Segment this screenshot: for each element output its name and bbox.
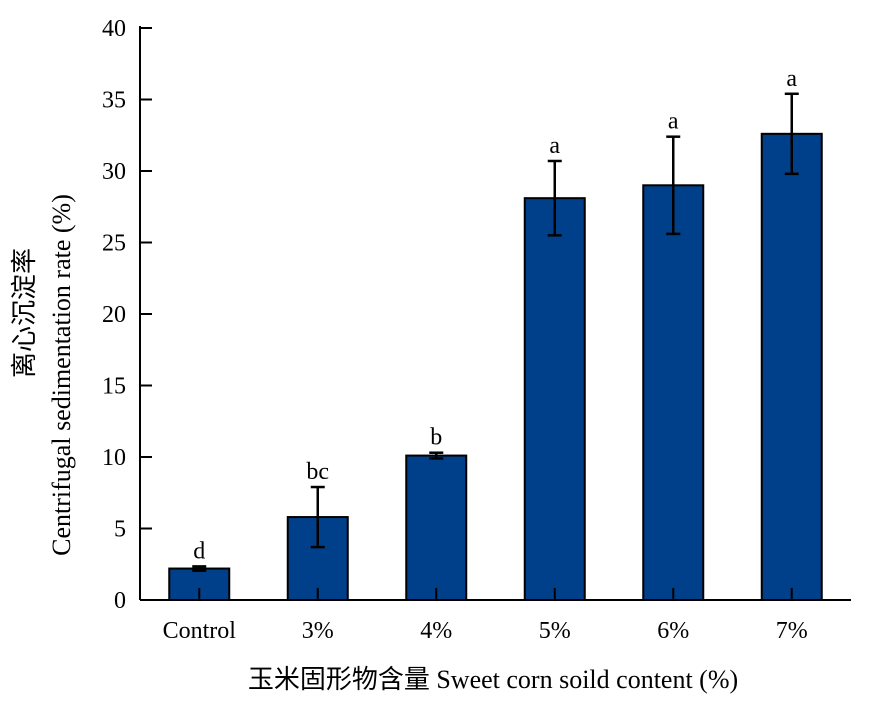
y-tick-label: 30 [102,159,126,185]
x-tick-label: 4% [420,618,452,644]
labels-group: d Control bc 3% b 4% a 5% a 6% a 7% 0 5 10 15 20 25 30 35 40 [102,16,808,644]
bar [405,454,468,601]
x-tick-label: Control [163,618,237,644]
significance-label: d [193,538,205,564]
y-tick-label: 35 [102,88,126,114]
x-axis-title: 玉米固形物含量 Sweet corn soild content (%) [248,665,738,694]
y-tick-label: 5 [114,517,126,543]
error-bars-group [192,92,799,572]
axes-group [139,26,851,601]
bar [760,132,823,601]
significance-label: a [549,133,560,159]
y-axis-title: Centrifugal sedimentation rate (%) [47,194,76,556]
significance-label: bc [306,459,329,485]
y-tick-label: 10 [102,445,126,471]
y-tick-label: 40 [102,16,126,42]
significance-label: a [786,66,797,92]
y-tick-label: 15 [102,374,126,400]
x-tick-label: 6% [657,618,689,644]
x-tick-label: 7% [776,618,808,644]
x-tick-label: 5% [539,618,571,644]
y-axis-title-cn: 离心沉淀率 [10,248,39,378]
bars-group [168,132,823,602]
bar [642,184,705,602]
significance-label: b [430,425,442,451]
y-tick-label: 0 [114,588,126,614]
significance-label: a [668,109,679,135]
bar [523,197,586,601]
y-tick-label: 20 [102,302,126,328]
x-tick-label: 3% [302,618,334,644]
y-tick-label: 25 [102,231,126,257]
